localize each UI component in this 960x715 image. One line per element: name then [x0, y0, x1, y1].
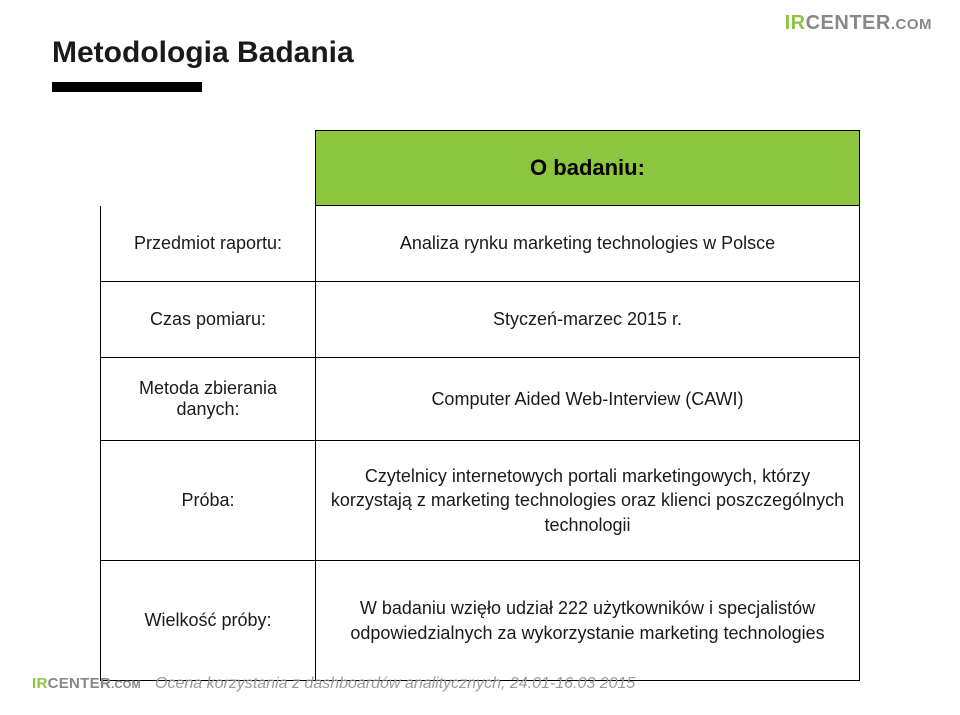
row-value: Analiza rynku marketing technologies w P… [315, 206, 860, 282]
header-spacer [100, 130, 315, 206]
table-row: Próba: Czytelnicy internetowych portali … [100, 441, 860, 561]
page-title: Metodologia Badania [52, 36, 354, 70]
logo-center: CENTER [806, 12, 891, 34]
row-label: Próba: [100, 441, 315, 561]
footer-caption: Ocena korzystania z dashboardów analityc… [155, 675, 635, 693]
row-label: Metoda zbierania danych: [100, 358, 315, 441]
row-value: Czytelnicy internetowych portali marketi… [315, 441, 860, 561]
row-value: Styczeń-marzec 2015 r. [315, 282, 860, 358]
row-label: Czas pomiaru: [100, 282, 315, 358]
brand-logo-bottom: IRCENTER.COM [32, 675, 141, 693]
table-row: Przedmiot raportu: Analiza rynku marketi… [100, 206, 860, 282]
table-row: Metoda zbierania danych: Computer Aided … [100, 358, 860, 441]
table-row: Czas pomiaru: Styczeń-marzec 2015 r. [100, 282, 860, 358]
table-header: O badaniu: [315, 130, 860, 206]
logo-ir: IR [32, 675, 48, 692]
logo-com: .COM [891, 16, 932, 33]
logo-ir: IR [785, 12, 806, 34]
brand-logo-top: IRCENTER.COM [785, 12, 932, 35]
methodology-table: O badaniu: Przedmiot raportu: Analiza ry… [100, 130, 860, 681]
row-value: W badaniu wzięło udział 222 użytkowników… [315, 561, 860, 681]
footer: IRCENTER.COM Ocena korzystania z dashboa… [32, 675, 635, 693]
row-label: Przedmiot raportu: [100, 206, 315, 282]
logo-center: CENTER [48, 675, 111, 692]
slide: IRCENTER.COM Metodologia Badania O badan… [0, 0, 960, 715]
row-value: Computer Aided Web-Interview (CAWI) [315, 358, 860, 441]
table-header-row: O badaniu: [100, 130, 860, 206]
logo-com: .COM [111, 679, 141, 691]
title-underline [52, 82, 202, 92]
table-row: Wielkość próby: W badaniu wzięło udział … [100, 561, 860, 681]
row-label: Wielkość próby: [100, 561, 315, 681]
